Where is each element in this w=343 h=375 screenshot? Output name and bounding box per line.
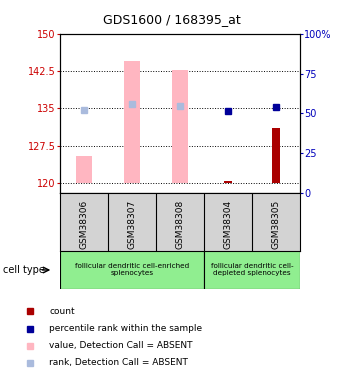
Text: GSM38307: GSM38307 <box>128 200 137 249</box>
Text: GDS1600 / 168395_at: GDS1600 / 168395_at <box>103 13 240 26</box>
Text: percentile rank within the sample: percentile rank within the sample <box>49 324 202 333</box>
Text: follicular dendritic cell-
depleted splenocytes: follicular dendritic cell- depleted sple… <box>211 264 293 276</box>
Bar <box>123 61 141 183</box>
Bar <box>60 251 204 289</box>
Text: GSM38305: GSM38305 <box>272 200 281 249</box>
Text: value, Detection Call = ABSENT: value, Detection Call = ABSENT <box>49 341 192 350</box>
Text: rank, Detection Call = ABSENT: rank, Detection Call = ABSENT <box>49 358 188 368</box>
Text: GSM38308: GSM38308 <box>176 200 185 249</box>
Text: GSM38304: GSM38304 <box>224 200 233 249</box>
Bar <box>75 156 93 183</box>
Bar <box>172 70 189 183</box>
Text: cell type: cell type <box>3 265 45 275</box>
Text: GSM38306: GSM38306 <box>80 200 88 249</box>
Bar <box>204 251 300 289</box>
Bar <box>224 181 233 183</box>
Text: count: count <box>49 307 75 316</box>
Text: follicular dendritic cell-enriched
splenocytes: follicular dendritic cell-enriched splen… <box>75 264 189 276</box>
Bar <box>272 128 281 183</box>
